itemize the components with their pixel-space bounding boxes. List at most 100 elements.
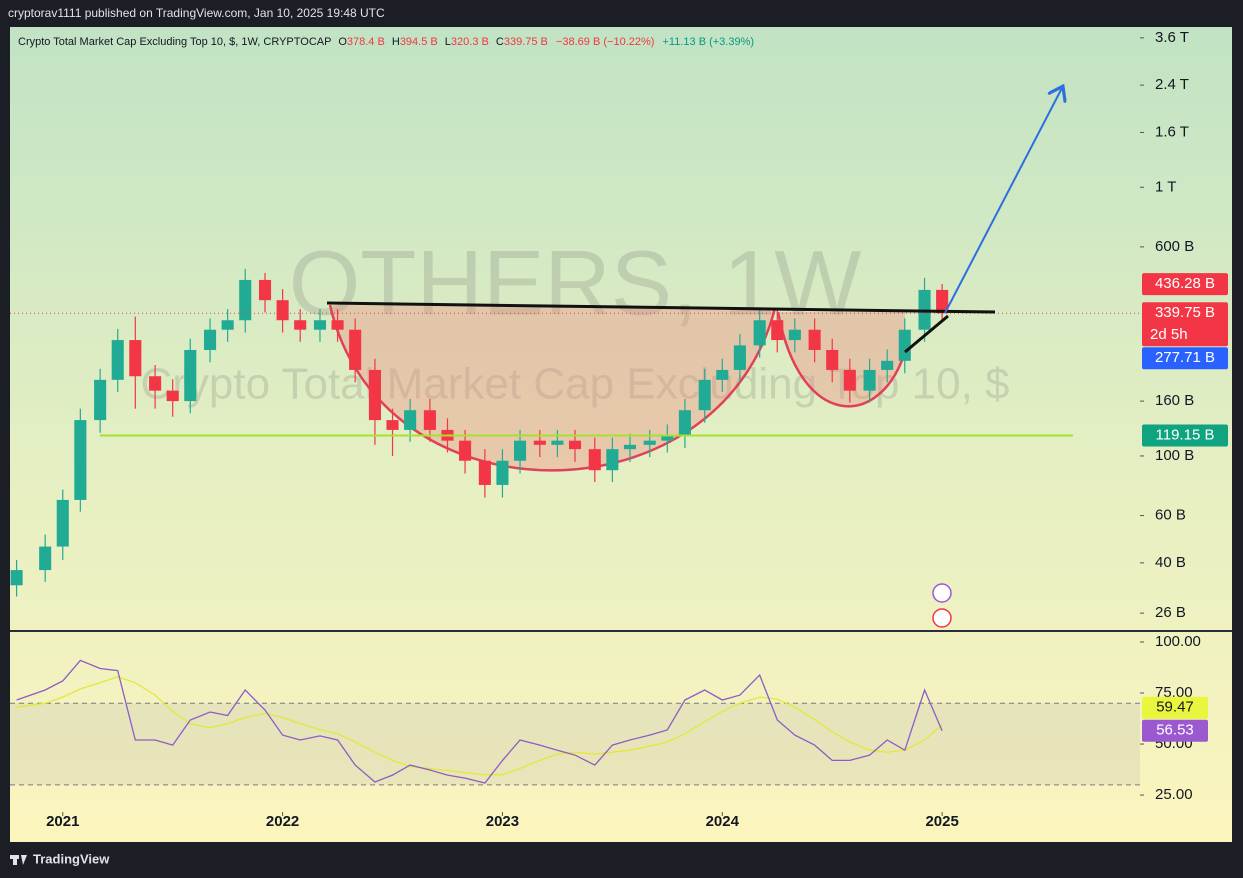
- candle-body: [863, 369, 876, 391]
- price-badge-label: 119.15 B: [1156, 426, 1215, 443]
- cup-curve: [328, 304, 777, 472]
- legend-value: 394.5 B: [400, 36, 438, 48]
- legend-extended-change: +11.13 B (+3.39%): [663, 36, 755, 48]
- candle-body: [56, 499, 69, 547]
- legend-key: O: [338, 36, 347, 48]
- candle-body: [349, 329, 362, 370]
- candle-body: [698, 379, 711, 411]
- x-tick-label: 2025: [925, 813, 958, 830]
- annotations-over: [326, 88, 1062, 628]
- candle-body: [239, 279, 252, 321]
- candle-body: [204, 329, 217, 350]
- y-tick-label: 26 B: [1155, 604, 1186, 621]
- candle-body: [826, 349, 839, 370]
- price-badge: [1142, 302, 1228, 347]
- trend-line: [904, 314, 949, 354]
- price-badge-label: 339.75 B: [1155, 304, 1215, 321]
- event-icon: [932, 583, 952, 603]
- candle-body: [39, 546, 52, 571]
- candle-body: [313, 320, 327, 330]
- legend-change: −38.69 B (−10.22%): [556, 36, 654, 48]
- candle-body: [716, 369, 729, 380]
- rsi-line: [16, 659, 943, 784]
- rsi-badge: [1142, 719, 1208, 742]
- y-tick-label: 160 B: [1155, 392, 1194, 409]
- footer-brand: TradingView: [33, 851, 110, 866]
- y-tick-label: 25.00: [1155, 786, 1193, 803]
- candle-body: [184, 349, 197, 402]
- candle-body: [404, 410, 417, 430]
- candle-body: [588, 449, 601, 471]
- y-tick-label: 1.6 T: [1155, 123, 1189, 140]
- y-tick-label: 60 B: [1155, 507, 1186, 524]
- candle-body: [459, 440, 472, 461]
- candle-body: [10, 570, 23, 586]
- price-countdown: 2d 5h: [1150, 326, 1188, 343]
- candle-body: [276, 300, 289, 321]
- legend-key: L: [445, 36, 451, 48]
- candle-body: [386, 420, 399, 430]
- candle-body: [808, 329, 821, 350]
- candle-body: [166, 390, 179, 402]
- candle-body: [258, 279, 272, 301]
- legend-title: Crypto Total Market Cap Excluding Top 10…: [18, 36, 331, 48]
- legend-value: 320.3 B: [451, 36, 489, 48]
- candle-body: [533, 440, 546, 445]
- y-tick-label: 100.00: [1155, 633, 1201, 650]
- candle-body: [496, 460, 509, 485]
- legend-key: C: [496, 36, 504, 48]
- candle-body: [898, 329, 911, 361]
- panel-background: [10, 27, 1232, 842]
- candle-body: [478, 460, 491, 485]
- candle-body: [423, 410, 436, 430]
- x-tick-label: 2024: [706, 813, 740, 830]
- candle-body: [551, 440, 564, 445]
- candle-body: [129, 340, 142, 377]
- y-tick-label: 3.6 T: [1155, 29, 1189, 46]
- rsi-badge: [1142, 696, 1208, 719]
- candle-body: [94, 379, 107, 421]
- candle-body: [753, 320, 766, 346]
- candle-body: [678, 410, 691, 436]
- y-tick-label: 2.4 T: [1155, 76, 1189, 93]
- candle-body: [881, 360, 894, 370]
- event-icon: [932, 608, 952, 628]
- candle-body: [149, 376, 162, 391]
- legend: Crypto Total Market Cap Excluding Top 10…: [18, 36, 754, 48]
- price-badge: [1142, 424, 1228, 447]
- x-tick-label: 2022: [266, 813, 299, 830]
- x-tick-label: 2023: [486, 813, 519, 830]
- legend-value: 339.75 B: [504, 36, 548, 48]
- candle-body: [661, 435, 674, 441]
- price-badge-label: 436.28 B: [1155, 275, 1215, 292]
- candle-body: [74, 420, 87, 500]
- candle-body: [513, 440, 527, 461]
- legend-value: 378.4 B: [347, 36, 385, 48]
- y-tick-label: 100 B: [1155, 447, 1194, 464]
- price-badge: [1142, 347, 1228, 370]
- handle-curve: [776, 311, 907, 408]
- candle-body: [294, 320, 307, 330]
- target-arrow: [944, 88, 1062, 314]
- candle-body: [643, 440, 656, 445]
- cup-fill: [330, 305, 775, 471]
- legend-key: H: [392, 36, 400, 48]
- candle-body: [606, 449, 619, 471]
- candle-body: [111, 340, 124, 380]
- candle-body: [936, 289, 949, 314]
- candle-body: [788, 329, 801, 341]
- candle-body: [771, 320, 784, 341]
- rsi-badge-label: 56.53: [1156, 722, 1194, 739]
- neckline: [326, 301, 996, 314]
- footer-logo: [10, 855, 27, 865]
- candle-body: [221, 320, 234, 330]
- data-marks: 3.6 T 2.4 T 1.6 T 1 T 600 B 160 B 100 B 60 B 40 …: [10, 29, 1201, 830]
- y-tick-label: 1 T: [1155, 178, 1176, 195]
- rsi-line: [16, 676, 943, 776]
- price-badge: [1142, 273, 1228, 296]
- candle-body: [368, 369, 381, 421]
- candle-body: [331, 320, 344, 330]
- y-tick-label: 40 B: [1155, 554, 1186, 571]
